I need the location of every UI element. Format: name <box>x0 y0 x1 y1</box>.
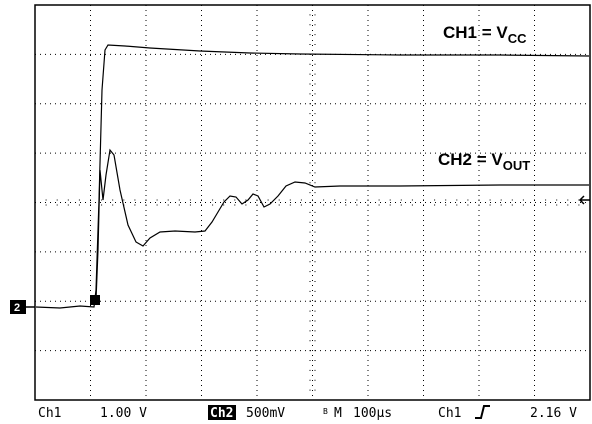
status-bw: B <box>323 407 328 416</box>
ch2-marker-label: 2 <box>14 302 20 314</box>
ch2-trace <box>95 148 589 301</box>
trigger-slope-icon <box>475 405 490 419</box>
status-bar: Ch1 1.00 V Ch2 500mV B M 100µs Ch1 2.16 … <box>38 405 577 421</box>
status-ch2: Ch2 <box>210 406 233 421</box>
ch1-label: CH1 = VCC <box>443 23 527 46</box>
graticule <box>34 4 590 401</box>
trigger-level-arrow <box>578 195 590 205</box>
trigger-marker <box>90 295 100 305</box>
ch2-label: CH2 = VOUT <box>438 150 530 173</box>
status-ch2-scale: 500mV <box>246 406 285 421</box>
ch2-ground-marker <box>10 300 26 314</box>
status-time: 100µs <box>353 406 392 421</box>
status-trig-src: Ch1 <box>438 406 461 421</box>
status-mode: M <box>334 406 342 421</box>
status-ch1: Ch1 <box>38 406 61 421</box>
ch2-highlight <box>208 405 236 420</box>
status-ch1-scale: 1.00 V <box>100 406 147 421</box>
status-trig-level: 2.16 V <box>530 406 577 421</box>
ch1-trace <box>35 44 590 309</box>
